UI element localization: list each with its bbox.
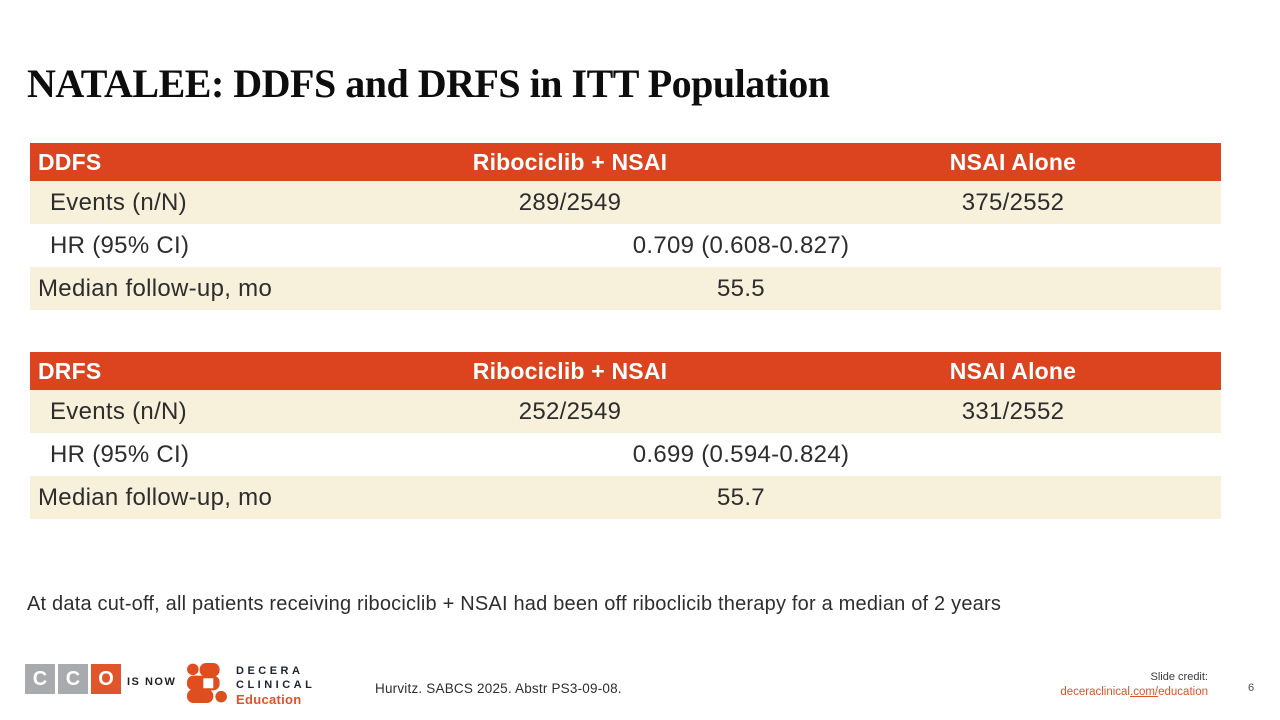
decera-word-3: Education [236, 692, 302, 707]
cell-value: 252/2549 [518, 397, 622, 425]
ddfs-header-cell-ribociclib: Ribociclib + NSAI [472, 148, 668, 175]
cell-value: 55.5 [717, 274, 765, 302]
cco-logo-letter: O [91, 664, 121, 694]
drfs-row-events: Events (n/N) 252/2549 331/2552 [30, 390, 1221, 433]
ddfs-row-events: Events (n/N) 289/2549 375/2552 [30, 181, 1221, 224]
ddfs-header-cell-nsai-alone: NSAI Alone [949, 148, 1077, 175]
row-label: HR (95% CI) [50, 231, 190, 259]
drfs-row-followup: Median follow-up, mo 55.7 [30, 476, 1221, 519]
decera-word-1: DECERA [236, 665, 304, 677]
cell-value: 331/2552 [961, 397, 1065, 425]
cell-value: 55.7 [717, 483, 765, 511]
row-label: Median follow-up, mo [38, 483, 273, 511]
drfs-header-cell-nsai-alone: NSAI Alone [949, 357, 1077, 384]
drfs-table-header-row: DRFS Ribociclib + NSAI NSAI Alone [30, 352, 1221, 390]
cell-value: 375/2552 [961, 188, 1065, 216]
cco-logo-letter: C [58, 664, 88, 694]
cco-logo: C C O [25, 664, 121, 694]
ddfs-row-hr: HR (95% CI) 0.709 (0.608-0.827) [30, 224, 1221, 267]
ddfs-row-followup: Median follow-up, mo 55.5 [30, 267, 1221, 310]
row-label: Median follow-up, mo [38, 274, 273, 302]
ddfs-table-header-row: DDFS Ribociclib + NSAI NSAI Alone [30, 143, 1221, 181]
slide-credit-label: Slide credit: [1150, 671, 1208, 683]
is-now-label: IS NOW [127, 676, 177, 688]
page-number: 6 [1248, 682, 1255, 694]
ddfs-table: DDFS Ribociclib + NSAI NSAI Alone Events… [30, 143, 1221, 310]
row-label: HR (95% CI) [50, 440, 190, 468]
page-title: NATALEE: DDFS and DRFS in ITT Population [27, 61, 830, 106]
drfs-row-hr: HR (95% CI) 0.699 (0.594-0.824) [30, 433, 1221, 476]
slide-credit-link[interactable]: deceraclinical.com/education [1060, 686, 1208, 698]
drfs-header-cell-name: DRFS [38, 357, 102, 384]
decera-word-2: CLINICAL [236, 679, 316, 691]
cell-value: 289/2549 [518, 188, 622, 216]
cell-value: 0.709 (0.608-0.827) [632, 231, 850, 259]
cell-value: 0.699 (0.594-0.824) [632, 440, 850, 468]
row-label: Events (n/N) [50, 188, 187, 216]
decera-wordmark: DECERA CLINICAL Education [236, 662, 315, 709]
drfs-header-cell-ribociclib: Ribociclib + NSAI [472, 357, 668, 384]
cco-logo-letter: C [25, 664, 55, 694]
ddfs-header-cell-name: DDFS [38, 148, 102, 175]
row-label: Events (n/N) [50, 397, 187, 425]
footnote-text: At data cut-off, all patients receiving … [27, 593, 1002, 615]
slide-credit: Slide credit: deceraclinical.com/educati… [1060, 670, 1208, 699]
decera-logo: DECERA CLINICAL Education [186, 662, 315, 709]
drfs-table: DRFS Ribociclib + NSAI NSAI Alone Events… [30, 352, 1221, 519]
decera-blocks-icon [186, 662, 228, 709]
citation-text: Hurvitz. SABCS 2025. Abstr PS3-09-08. [375, 681, 622, 696]
